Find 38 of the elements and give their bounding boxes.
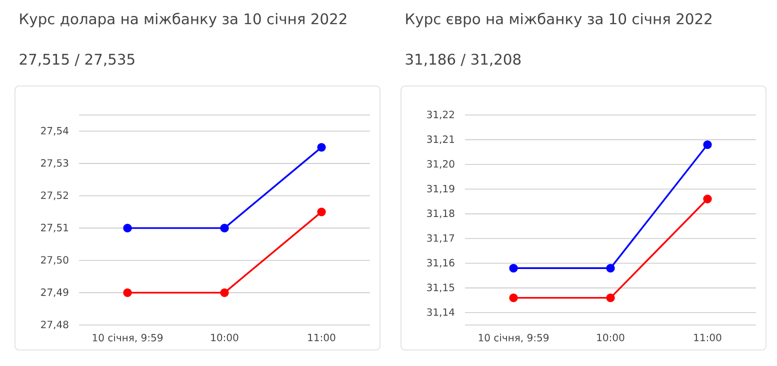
point (317, 142, 326, 152)
y-tick-label: 31,15 (427, 284, 454, 292)
x-tick-label: 10:00 (597, 334, 624, 342)
y-tick-label: 31,17 (427, 234, 454, 243)
y-tick-label: 27,50 (41, 256, 68, 265)
y-tick-label: 31,19 (427, 184, 454, 194)
point (123, 224, 132, 232)
point (703, 194, 712, 204)
y-tick-label: 27,48 (41, 320, 68, 330)
y-tick-label: 31,16 (427, 258, 454, 268)
x-tick-label: 10 січня, 9:59 (92, 334, 163, 342)
point (220, 224, 229, 232)
x-tick-label: 11:00 (308, 334, 336, 342)
y-tick-label: 27,53 (41, 159, 68, 168)
point (317, 208, 326, 216)
point (606, 293, 615, 302)
chart-subtitle: 31,186 / 31,208 (406, 54, 521, 66)
y-tick-label: 27,52 (41, 191, 68, 200)
x-tick-label: 10 січня, 9:59 (478, 334, 549, 342)
y-tick-label: 27,49 (41, 288, 68, 297)
point (220, 288, 229, 298)
y-tick-label: 31,21 (427, 135, 454, 144)
point (509, 293, 518, 302)
y-tick-label: 31,18 (427, 210, 454, 218)
y-tick-label: 31,20 (427, 160, 454, 169)
chart-title: Курс долара на міжбанку за 10 січня 2022 (20, 12, 346, 28)
chart-title: Курс євро на міжбанку за 10 січня 2022 (406, 12, 712, 28)
y-tick-label: 27,51 (41, 224, 68, 232)
y-tick-label: 31,14 (427, 308, 454, 317)
point (606, 264, 615, 273)
chart-subtitle: 27,515 / 27,535 (20, 54, 134, 66)
point (509, 264, 518, 273)
point (123, 288, 132, 298)
y-tick-label: 27,54 (41, 126, 68, 136)
y-tick-label: 31,22 (427, 110, 454, 120)
point (703, 140, 712, 149)
x-tick-label: 11:00 (694, 334, 722, 342)
x-tick-label: 10:00 (211, 334, 238, 342)
